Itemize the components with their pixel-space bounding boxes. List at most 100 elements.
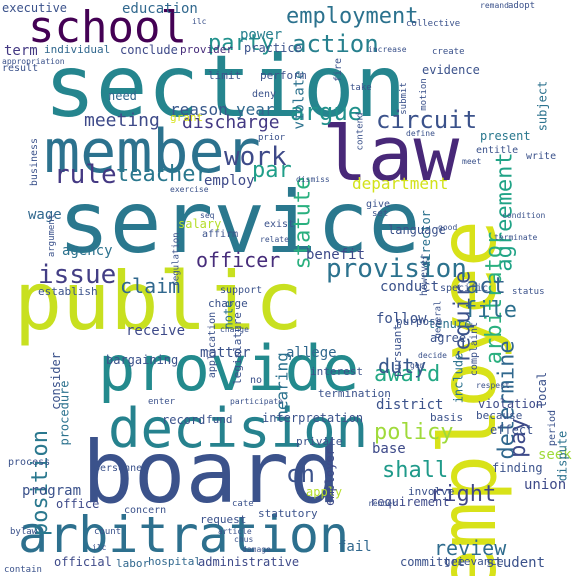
word-practice: practice bbox=[244, 41, 302, 55]
word-language: language bbox=[388, 223, 446, 237]
word-business: business bbox=[29, 137, 41, 187]
word-party: party bbox=[208, 31, 275, 56]
word-argue: argue bbox=[290, 98, 363, 126]
word-specific: specific bbox=[440, 283, 489, 294]
word-damage: damage bbox=[242, 545, 271, 554]
word-apply: apply bbox=[306, 485, 343, 499]
word-involve: involve bbox=[408, 485, 455, 498]
word-file: file bbox=[464, 298, 517, 323]
word-officer: officer bbox=[196, 248, 281, 272]
word-duty: duty bbox=[378, 354, 427, 378]
word-termination: termination bbox=[318, 387, 391, 400]
word-procedure: procedure bbox=[57, 379, 72, 446]
word-statutory: statutory bbox=[258, 507, 318, 520]
word-period: period bbox=[547, 409, 559, 447]
word-service: service bbox=[58, 173, 421, 273]
word-terminate: terminate bbox=[494, 233, 538, 242]
word-action: action bbox=[292, 30, 379, 58]
word-argument: argument bbox=[47, 213, 58, 258]
word-tenure: tenure bbox=[428, 317, 472, 331]
word-gen: gen bbox=[410, 361, 425, 370]
word-power: power bbox=[240, 27, 283, 43]
word-ch: ch bbox=[286, 460, 315, 488]
word-bylaw: bylaw bbox=[10, 527, 38, 537]
word-interest: interest bbox=[310, 365, 363, 378]
word-concern: concern bbox=[124, 505, 167, 516]
word-request: request bbox=[200, 513, 247, 526]
word-arbitration: arbitration bbox=[18, 506, 350, 564]
word-private: private bbox=[296, 435, 343, 448]
word-fund: fund bbox=[206, 413, 233, 426]
word-purpose: purpose bbox=[396, 315, 443, 328]
word-base: base bbox=[372, 441, 406, 457]
word-render: render bbox=[368, 499, 397, 508]
word-increase: increase bbox=[368, 45, 407, 54]
word-office: office bbox=[56, 497, 100, 511]
word-no: no bbox=[250, 375, 263, 386]
word-allege: allege bbox=[286, 345, 337, 361]
word-issue: issue bbox=[38, 260, 117, 290]
word-teacher: teacher bbox=[116, 162, 209, 187]
word-include: include bbox=[450, 352, 465, 403]
word-administrative: administrative bbox=[198, 555, 300, 569]
word-bargaining: bargaining bbox=[106, 353, 179, 367]
word-enter: enter bbox=[148, 397, 176, 407]
word-review: review bbox=[434, 536, 507, 560]
word-department: department bbox=[352, 174, 449, 193]
word-public: public bbox=[14, 255, 303, 348]
word-discharge: discharge bbox=[182, 112, 280, 133]
word-rule: rule bbox=[54, 160, 117, 190]
word-prior: prior bbox=[258, 133, 286, 143]
word-provide: provide bbox=[98, 332, 360, 405]
word-par: par bbox=[252, 158, 292, 183]
word-pursuant: pursuant bbox=[390, 324, 404, 377]
word-basis: basis bbox=[430, 411, 464, 424]
word-affirm: affirm bbox=[202, 229, 239, 240]
word-work: work bbox=[224, 142, 287, 172]
word-act: act bbox=[466, 274, 506, 299]
word-policy: policy bbox=[374, 420, 454, 445]
word-student: student bbox=[486, 555, 546, 571]
word-present: present bbox=[480, 129, 531, 143]
word-right: right bbox=[430, 482, 497, 507]
word-general: general bbox=[432, 300, 443, 338]
word-deny: deny bbox=[252, 89, 277, 100]
word-give: give bbox=[366, 199, 391, 210]
word-relate: relate bbox=[260, 235, 289, 244]
word-employer: employer bbox=[322, 448, 337, 506]
word-provision: provision bbox=[326, 254, 467, 284]
word-chus: chus bbox=[234, 535, 254, 544]
word-submit: submit bbox=[398, 82, 409, 115]
word-contract: contract bbox=[0, 350, 6, 576]
word-motion: motion bbox=[418, 78, 429, 111]
word-agency: agency bbox=[62, 243, 113, 259]
word-appropriation: appropriation bbox=[2, 57, 65, 66]
word-subject: subject bbox=[534, 80, 549, 131]
word-write: write bbox=[526, 151, 557, 162]
word-provider: provider bbox=[180, 43, 233, 56]
word-exist: exist bbox=[264, 219, 295, 230]
word-respect: respect bbox=[476, 381, 510, 390]
word-process: process bbox=[8, 457, 51, 468]
word-meeting: meeting bbox=[84, 110, 160, 131]
word-seek: seek bbox=[538, 447, 572, 463]
word-matter: matter bbox=[200, 345, 251, 361]
word-decision: decision bbox=[108, 397, 369, 460]
word-hearing: hearing bbox=[272, 351, 292, 420]
word-good: good bbox=[438, 223, 458, 232]
word-school: school bbox=[28, 2, 187, 53]
word-personnel: personnel bbox=[94, 463, 149, 474]
word-complaint: complaint bbox=[469, 321, 481, 377]
word-remand: remand bbox=[480, 1, 509, 10]
word-education: education bbox=[122, 1, 198, 17]
word-local: local bbox=[535, 371, 550, 409]
word-official: official bbox=[54, 555, 112, 569]
word-program: program bbox=[22, 483, 82, 499]
word-term: term bbox=[4, 43, 38, 59]
word-entitle: entitle bbox=[476, 145, 519, 156]
word-violation: violation bbox=[478, 397, 544, 411]
word-shall: shall bbox=[382, 458, 449, 483]
word-perform: perform bbox=[260, 69, 307, 82]
word-seq: seq bbox=[200, 211, 215, 220]
word-meet: meet bbox=[462, 157, 482, 166]
